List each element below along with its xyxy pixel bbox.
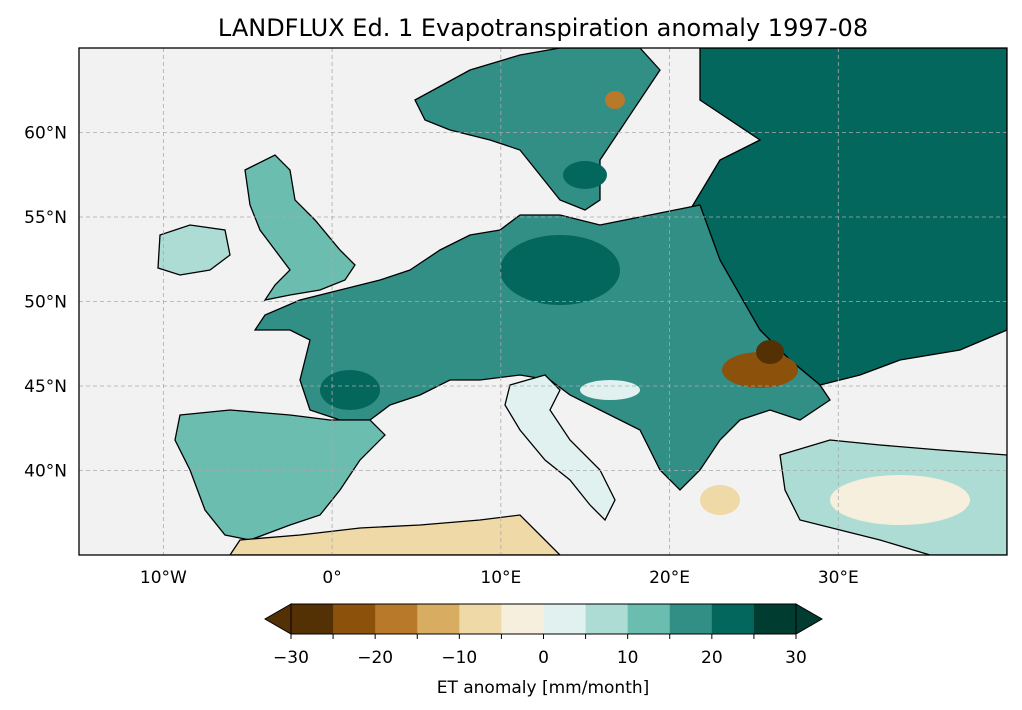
latitude-tick-label: 55°N [24,208,67,228]
anomaly-patch-sweden [563,161,607,189]
latitude-tick-label: 40°N [24,462,67,482]
colorbar-bin [711,604,755,634]
colorbar-tick-label: 10 [617,648,639,668]
colorbar-extend-high [795,603,824,635]
latitude-tick-label: 50°N [24,293,67,313]
anomaly-patch-anatolia [830,475,970,525]
colorbar: −30 −20 −10 0 10 20 30 [263,603,824,668]
colorbar-tick-label: −10 [441,648,477,668]
anomaly-patch-greece [700,485,740,515]
colorbar-bin [375,604,418,634]
longitude-tick-label: 10°E [480,568,521,588]
colorbar-bin [459,604,502,634]
map-panel: 40°N 45°N 50°N 55°N 60°N 10°W 0° 10°E 20°E 30°E [24,47,1008,588]
colorbar-tick-label: 30 [785,648,807,668]
colorbar-tick-label: 0 [538,648,549,668]
latitude-tick-label: 45°N [24,377,67,397]
colorbar-bin [753,604,797,634]
colorbar-bin [585,604,629,634]
land-north-africa [229,514,561,555]
colorbar-bin [501,604,544,634]
colorbar-bin [333,604,376,634]
longitude-tick-label: 20°E [649,568,690,588]
land-iberia [174,409,386,541]
colorbar-bin [669,604,713,634]
anomaly-patch-france [320,370,380,410]
longitude-tick-label: 30°E [818,568,859,588]
map-title: LANDFLUX Ed. 1 Evapotranspiration anomal… [218,14,868,42]
longitude-labels: 10°W 0° 10°E 20°E 30°E [140,568,859,588]
gridlines [79,48,1007,555]
colorbar-extend-low [263,603,292,635]
longitude-tick-label: 0° [322,568,341,588]
land-italy [504,374,616,522]
longitude-tick-label: 10°W [140,568,187,588]
latitude-labels: 40°N 45°N 50°N 55°N 60°N [24,124,67,482]
anomaly-patch-norway [605,91,625,109]
colorbar-bin [291,604,334,634]
colorbar-bin [543,604,587,634]
latitude-tick-label: 60°N [24,124,67,144]
colorbar-tick-label: −30 [273,648,309,668]
land-ireland [157,224,231,276]
colorbar-tick-label: −20 [357,648,393,668]
colorbar-label: ET anomaly [mm/month] [437,678,650,698]
anomaly-patch-carpathian-core [756,340,784,364]
colorbar-tick-label: 20 [701,648,723,668]
colorbar-bin [417,604,460,634]
colorbar-bin [627,604,671,634]
anomaly-patch-balkans [580,380,640,400]
anomaly-patch-germany [500,235,620,305]
land-great-britain [244,154,356,301]
map-frame [78,47,1008,556]
